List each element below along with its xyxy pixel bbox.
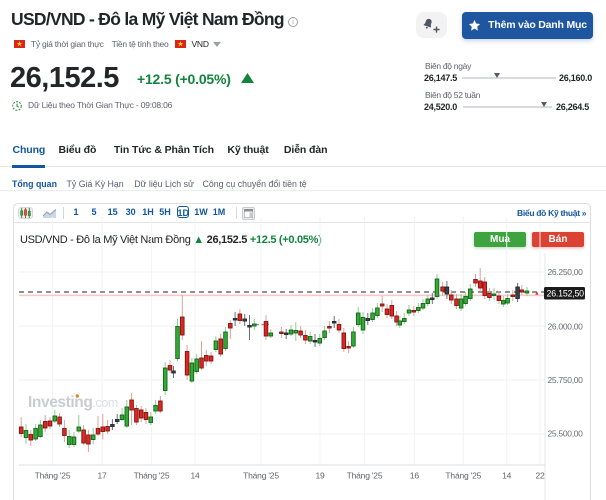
svg-text:Tháng '25: Tháng '25: [347, 471, 383, 481]
svg-text:19: 19: [315, 471, 325, 481]
svg-text:14: 14: [190, 471, 200, 481]
svg-text:14: 14: [502, 471, 512, 481]
svg-text:26.000,00: 26.000,00: [548, 321, 584, 331]
svg-text:Tháng '25: Tháng '25: [35, 471, 71, 481]
svg-text:17: 17: [97, 471, 107, 481]
svg-text:Tháng '25: Tháng '25: [243, 471, 279, 481]
svg-text:25.750,00: 25.750,00: [548, 375, 584, 385]
svg-text:Tháng '25: Tháng '25: [445, 471, 481, 481]
svg-text:26.152,50: 26.152,50: [547, 289, 585, 299]
svg-text:16: 16: [410, 471, 420, 481]
svg-text:25.500,00: 25.500,00: [548, 428, 584, 438]
svg-text:Investing.com: Investing.com: [28, 394, 118, 411]
svg-text:22: 22: [535, 471, 545, 481]
svg-text:26.250,00: 26.250,00: [548, 267, 584, 277]
svg-text:Tháng '25: Tháng '25: [134, 471, 170, 481]
